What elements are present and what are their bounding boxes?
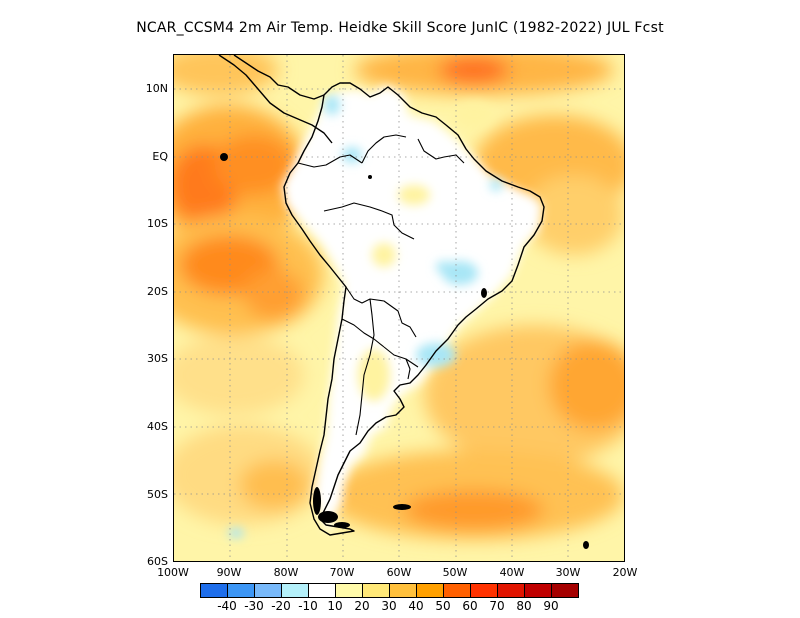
colorbar-swatch — [443, 583, 471, 598]
lon-tick-label: 50W — [442, 566, 468, 579]
colorbar-swatch — [200, 583, 228, 598]
colorbar-swatch — [470, 583, 498, 598]
lon-tick-label: 30W — [555, 566, 581, 579]
lon-tick-label: 60W — [386, 566, 412, 579]
lon-tick-label: 70W — [329, 566, 355, 579]
colorbar-label: 40 — [408, 599, 424, 613]
colorbar-swatch — [524, 583, 552, 598]
colorbar-label: 80 — [516, 599, 532, 613]
lat-tick-label: 30S — [147, 352, 168, 365]
lat-tick-label: 10S — [147, 217, 168, 230]
colorbar-swatch — [227, 583, 255, 598]
coastlines — [218, 55, 545, 536]
colorbar-swatch — [389, 583, 417, 598]
land-field — [282, 85, 542, 533]
lon-tick-label: 80W — [273, 566, 299, 579]
lon-tick-label: 20W — [612, 566, 638, 579]
skill-score-map — [174, 55, 624, 561]
lat-tick-label: EQ — [152, 150, 168, 163]
colorbar-label: -20 — [271, 599, 291, 613]
lat-tick-label: 10N — [145, 82, 168, 95]
lon-tick-label: 100W — [157, 566, 189, 579]
land-positive-patches — [358, 101, 494, 401]
colorbar-label: 90 — [543, 599, 559, 613]
lat-tick-label: 40S — [147, 420, 168, 433]
colorbar-label: -40 — [217, 599, 237, 613]
colorbar-label: 10 — [327, 599, 343, 613]
colorbar-label: 70 — [489, 599, 505, 613]
colorbar-swatch — [497, 583, 525, 598]
skill-field-ocean — [174, 55, 624, 540]
colorbar-swatch — [254, 583, 282, 598]
lat-tick-label: 50S — [147, 488, 168, 501]
southern-islands — [220, 153, 589, 549]
lat-tick-label: 20S — [147, 285, 168, 298]
map-title: NCAR_CCSM4 2m Air Temp. Heidke Skill Sco… — [136, 20, 664, 36]
colorbar-label: 50 — [435, 599, 451, 613]
colorbar-swatch — [335, 583, 363, 598]
colorbar-label: 20 — [354, 599, 370, 613]
colorbar-swatch — [551, 583, 579, 598]
lon-tick-label: 40W — [499, 566, 525, 579]
colorbar-swatch — [308, 583, 336, 598]
colorbar-swatch — [416, 583, 444, 598]
colorbar-label: -30 — [244, 599, 264, 613]
colorbar-label: 60 — [462, 599, 478, 613]
negative-skill-patches — [228, 95, 502, 538]
colorbar-swatch — [362, 583, 390, 598]
colorbar-label: -10 — [298, 599, 318, 613]
map-plot-area — [173, 54, 625, 562]
colorbar-label: 30 — [381, 599, 397, 613]
lon-tick-label: 90W — [216, 566, 242, 579]
colorbar-swatch — [281, 583, 309, 598]
lat-tick-label: 60S — [147, 555, 168, 568]
colorbar — [200, 583, 579, 598]
